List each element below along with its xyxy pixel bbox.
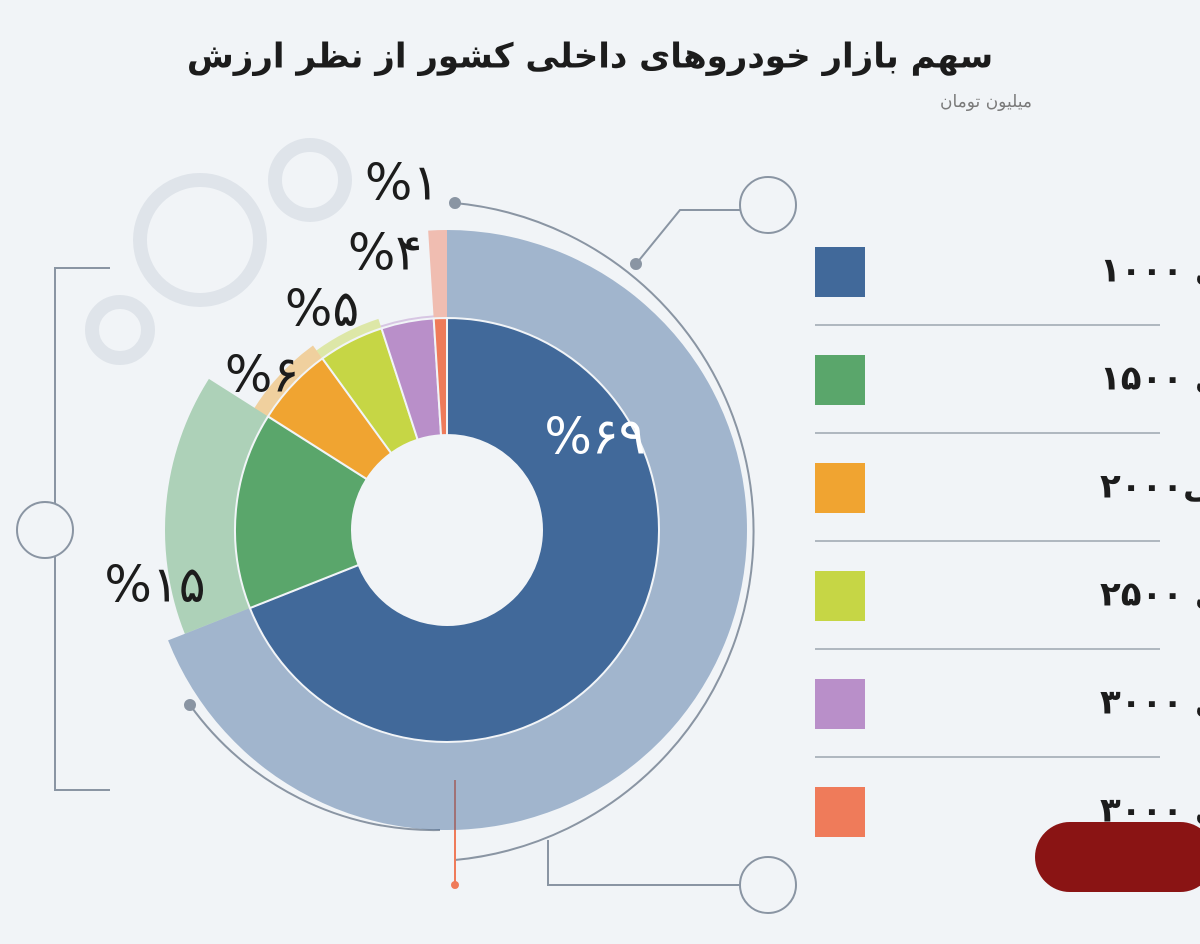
gear: [133, 173, 267, 307]
legend-label: ۲۰۰۰ الی ۲۵۰۰: [1100, 575, 1200, 615]
data-label: %۱: [365, 154, 439, 212]
connector: [547, 840, 740, 886]
legend-label: ۵۰۰ الی ۱۰۰۰: [1100, 251, 1200, 291]
pie-slice-band: [254, 345, 323, 417]
legend: ۵۰۰ الی ۱۰۰۰ ۱۰۰۰ الی ۱۵۰۰ ۱۵۰۰ الی۲۰۰۰ ۲۰۰…: [815, 247, 1200, 837]
logo-badge: [1035, 822, 1200, 892]
arc-line: [454, 202, 755, 861]
pie-slice-band: [380, 315, 434, 329]
pie-slice-band: [316, 318, 382, 359]
legend-swatch: [815, 463, 865, 513]
chart-subtitle: میلیون تومان: [940, 92, 1032, 112]
legend-swatch: [815, 355, 865, 405]
pie: %۶۹ %۱۵ %۶ %۵%۴ %۱: [104, 154, 748, 831]
icon-circle: [739, 176, 797, 234]
pie-slice-band: [168, 230, 748, 831]
gear: [85, 295, 155, 365]
data-label: %۶: [225, 346, 299, 404]
legend-swatch: [815, 571, 865, 621]
legend-label: ۱۵۰۰ الی۲۰۰۰: [1100, 467, 1200, 507]
legend-label: ۲۵۰۰ الی ۳۰۰۰: [1100, 683, 1200, 723]
data-label: %۴: [348, 224, 422, 282]
legend-label: ۱۰۰۰ الی ۱۵۰۰: [1100, 359, 1200, 399]
arc-line: [189, 704, 441, 832]
donut-hole: [353, 436, 541, 624]
pie-slice: [248, 316, 660, 743]
connectors: [16, 176, 797, 914]
legend-swatch: [815, 787, 865, 837]
data-label: %۶۹: [544, 408, 645, 466]
logo: [1035, 822, 1200, 892]
icon-circle: [16, 501, 74, 559]
dot: [184, 699, 196, 711]
dot: [451, 881, 459, 889]
pie-slice-band: [428, 230, 447, 319]
pie-slice: [432, 316, 448, 437]
dot: [449, 197, 461, 209]
data-label: %۵: [285, 280, 359, 338]
decoration: [85, 138, 352, 365]
pie-slice: [234, 415, 369, 610]
legend-swatch: [815, 679, 865, 729]
icon-circle: [739, 856, 797, 914]
connector: [635, 209, 740, 265]
data-label: %۱۵: [104, 556, 205, 614]
pie-slice-band: [165, 378, 269, 634]
gear: [268, 138, 352, 222]
dot: [630, 258, 642, 270]
legend-swatch: [815, 247, 865, 297]
chart-title: سهم بازار خودروهای داخلی کشور از نظر ارز…: [187, 37, 993, 77]
